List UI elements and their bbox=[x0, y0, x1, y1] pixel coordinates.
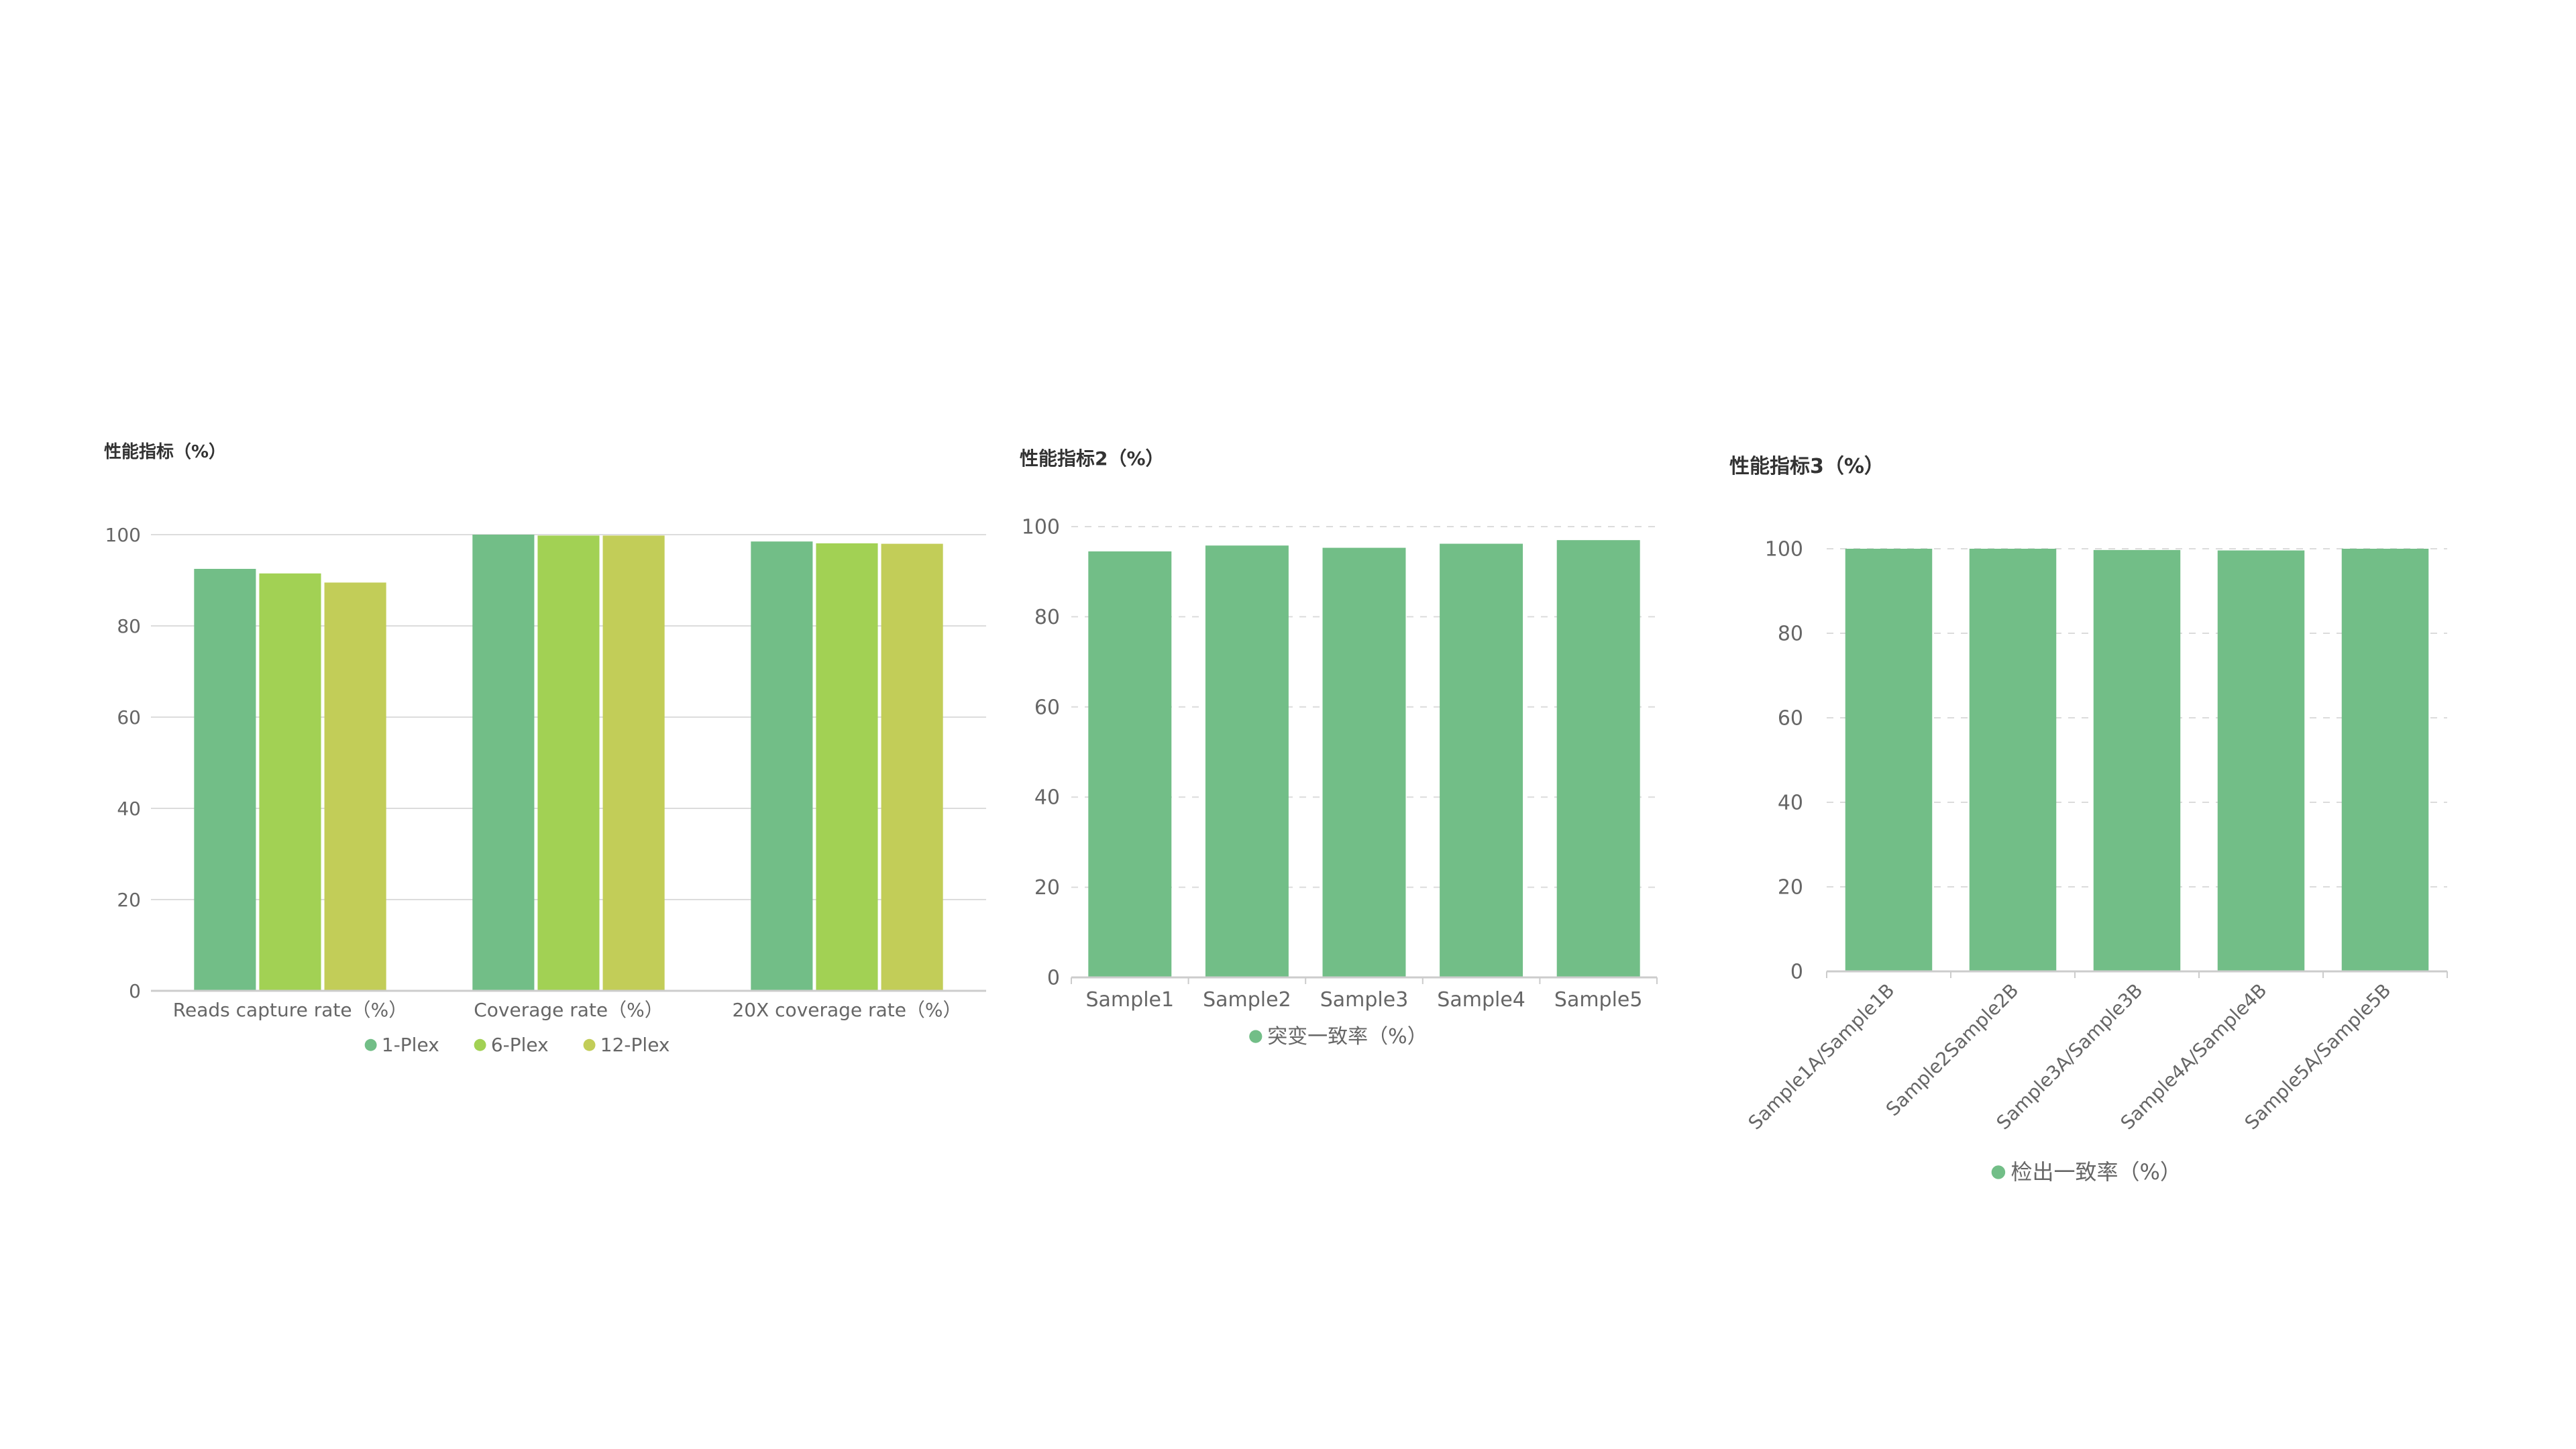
legend-marker bbox=[1991, 1165, 2006, 1179]
legend-marker bbox=[1249, 1030, 1263, 1043]
chart-3: 性能指标3（%）020406080100Sample1A/Sample1BSam… bbox=[1729, 455, 2448, 1185]
chart-2: 性能指标2（%） 0 20 40 60 80 100 Sample1 Sample2 Sample… bbox=[1020, 447, 1658, 1049]
y-tick-label: 40 bbox=[1778, 792, 1803, 815]
x-tick-label: Sample5A/Sample5B bbox=[2241, 979, 2396, 1134]
x-tick-label: 20X coverage rate（%） bbox=[732, 999, 961, 1021]
y-tick-label: 40 bbox=[1034, 786, 1060, 810]
bar-1-1 bbox=[1088, 551, 1172, 977]
bar-3-2 bbox=[816, 543, 878, 991]
y-tick-label: 40 bbox=[117, 798, 141, 820]
bar-5-1 bbox=[2341, 549, 2429, 971]
bar-2-1 bbox=[1969, 549, 2057, 971]
x-tick-label: Sample4 bbox=[1437, 988, 1525, 1012]
x-tick-label: Sample5 bbox=[1554, 988, 1643, 1012]
bar-3-1 bbox=[2093, 549, 2181, 971]
y-tick-label: 80 bbox=[117, 615, 141, 637]
bar-1-1 bbox=[1845, 549, 1933, 971]
y-tick-label: 60 bbox=[117, 706, 141, 729]
y-tick-label: 0 bbox=[129, 980, 141, 1002]
bar-5-1 bbox=[1556, 540, 1640, 977]
y-tick-label: 100 bbox=[105, 524, 141, 546]
y-tick-label: 20 bbox=[117, 889, 141, 911]
legend-label: 突变一致率（%） bbox=[1267, 1025, 1428, 1049]
bar-3-1 bbox=[1322, 547, 1406, 977]
chart-title: 性能指标3（%） bbox=[1729, 455, 1884, 478]
legend-marker bbox=[364, 1038, 377, 1051]
bar-2-3 bbox=[602, 535, 665, 991]
bar-3-1 bbox=[751, 541, 813, 991]
chart-title: 性能指标2（%） bbox=[1020, 447, 1165, 470]
chart-title: 性能指标（%） bbox=[104, 441, 226, 462]
x-tick-label: Sample3 bbox=[1320, 988, 1409, 1012]
x-tick-label: Coverage rate（%） bbox=[474, 999, 663, 1021]
legend-label: 12-Plex bbox=[600, 1034, 670, 1056]
x-tick-label: Sample1A/Sample1B bbox=[1744, 979, 1899, 1134]
x-tick-label: Sample1 bbox=[1086, 988, 1175, 1012]
bar-2-2 bbox=[537, 535, 600, 991]
bar-1-1 bbox=[194, 569, 256, 991]
legend-label: 6-Plex bbox=[491, 1034, 549, 1056]
legend-label: 检出一致率（%） bbox=[2010, 1159, 2181, 1185]
bar-4-1 bbox=[2217, 550, 2305, 971]
legend-marker bbox=[583, 1038, 596, 1051]
chart-1: 性能指标（%） 0 20 40 60 80 100 Reads capture rate（%）… bbox=[104, 441, 986, 1056]
x-tick-label: Reads capture rate（%） bbox=[173, 999, 407, 1021]
bar-1-2 bbox=[259, 573, 321, 991]
y-tick-label: 80 bbox=[1778, 623, 1803, 646]
y-tick-label: 80 bbox=[1034, 606, 1060, 629]
bar-1-3 bbox=[324, 582, 386, 991]
x-tick-label: Sample2Sample2B bbox=[1882, 979, 2023, 1121]
bar-3-3 bbox=[881, 543, 943, 991]
bar-2-1 bbox=[1205, 545, 1289, 977]
y-tick-label: 60 bbox=[1034, 696, 1060, 719]
y-tick-label: 100 bbox=[1022, 516, 1060, 539]
y-tick-label: 60 bbox=[1778, 707, 1803, 731]
y-tick-label: 20 bbox=[1034, 876, 1060, 900]
bar-2-1 bbox=[472, 535, 535, 991]
bar-4-1 bbox=[1440, 543, 1523, 977]
y-tick-label: 0 bbox=[1047, 967, 1060, 990]
y-tick-label: 100 bbox=[1765, 538, 1803, 561]
x-tick-label: Sample2 bbox=[1203, 988, 1291, 1012]
legend-marker bbox=[474, 1038, 486, 1051]
y-tick-label: 0 bbox=[1790, 961, 1803, 984]
y-tick-label: 20 bbox=[1778, 876, 1803, 900]
legend-label: 1-Plex bbox=[382, 1034, 439, 1056]
